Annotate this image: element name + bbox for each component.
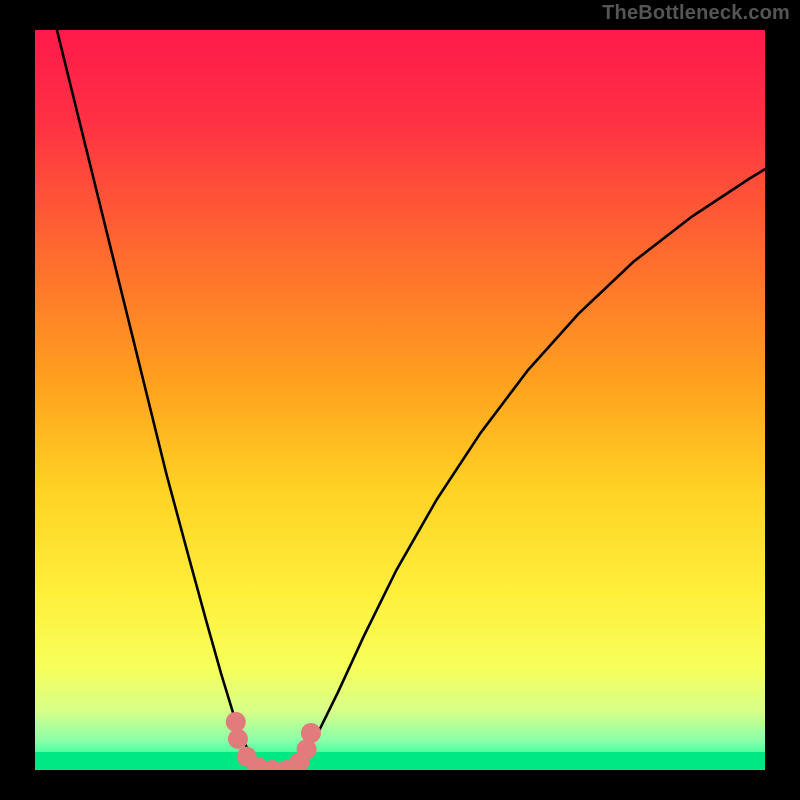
data-marker [228, 729, 248, 749]
data-marker [226, 712, 246, 732]
bottleneck-curve [57, 30, 765, 770]
data-marker [301, 723, 321, 743]
frame: TheBottleneck.com [0, 0, 800, 800]
plot-area [35, 30, 765, 770]
chart-svg [35, 30, 765, 770]
watermark-text: TheBottleneck.com [602, 2, 790, 25]
